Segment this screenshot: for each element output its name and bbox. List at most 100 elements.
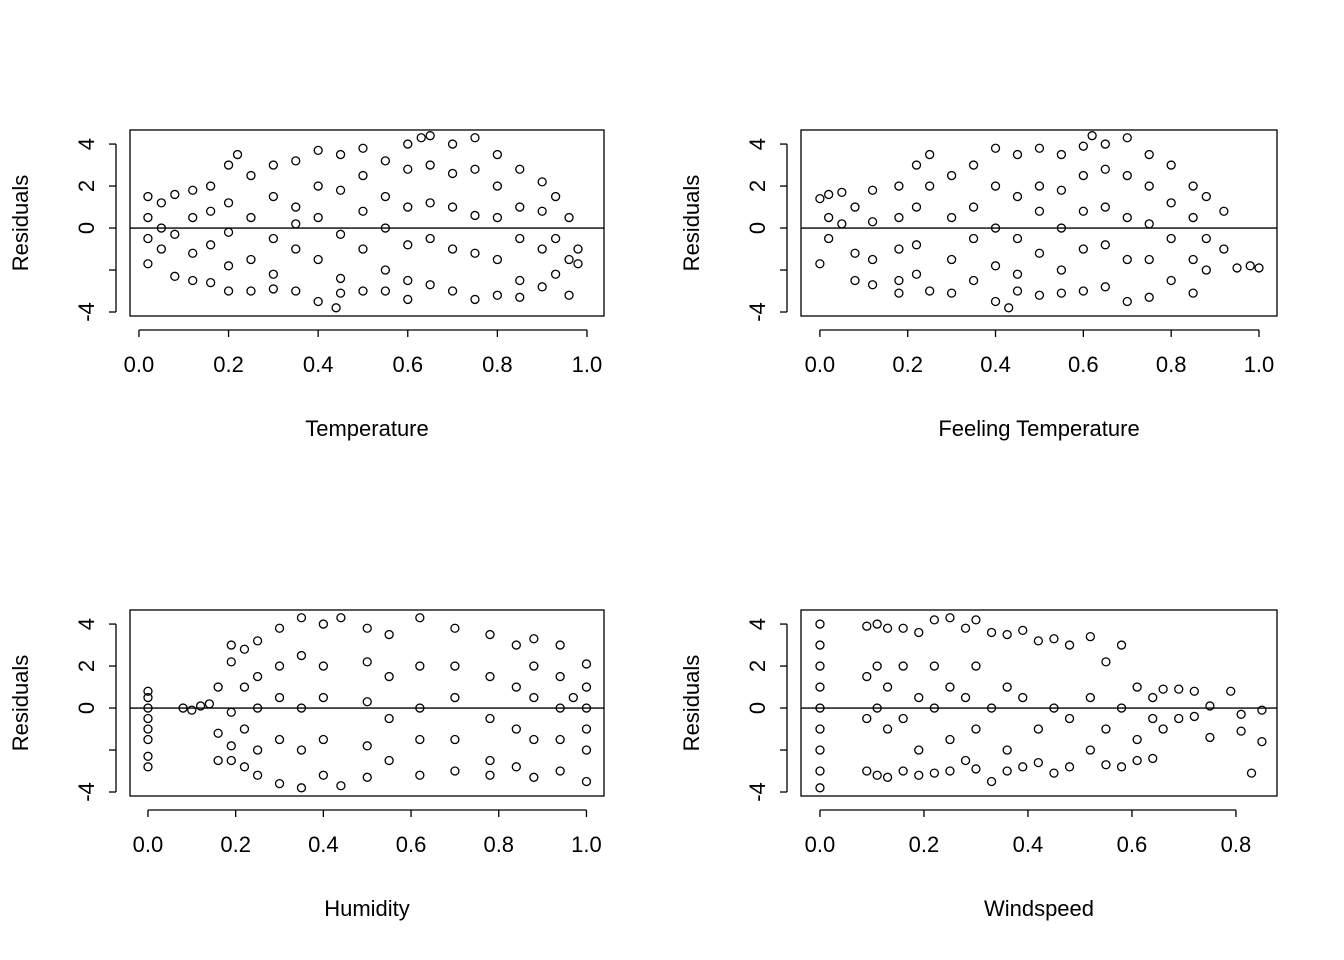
point <box>1174 684 1184 694</box>
point <box>226 741 236 751</box>
point <box>581 745 592 755</box>
panel: 0.0 0.2 0.4 0.6 0.8 1.0 -4 0 2 4 Humidity Residuals <box>8 609 605 921</box>
x-tick-label: 0.6 <box>1068 352 1099 377</box>
point <box>1245 261 1255 271</box>
point <box>170 229 180 239</box>
point <box>1078 244 1089 254</box>
point <box>555 671 565 682</box>
plot-box <box>800 129 1278 317</box>
point <box>223 286 234 296</box>
point <box>882 772 893 782</box>
x-tick-label: 0.0 <box>805 352 836 377</box>
point <box>1078 141 1089 151</box>
x-tick-label: 0.8 <box>483 832 514 857</box>
point <box>1148 692 1158 703</box>
point <box>894 275 904 286</box>
point <box>537 206 547 216</box>
point <box>929 768 940 778</box>
point <box>1246 768 1257 778</box>
y-tick-label: -4 <box>74 302 99 322</box>
point <box>318 692 329 703</box>
y-axis-label: Residuals <box>679 175 704 272</box>
point <box>274 778 285 789</box>
point <box>1078 170 1089 181</box>
point <box>550 233 561 244</box>
point <box>143 692 153 703</box>
point <box>291 244 301 254</box>
point <box>223 198 234 208</box>
point <box>485 770 495 780</box>
point <box>1002 629 1012 640</box>
point <box>529 634 539 644</box>
point <box>384 671 394 682</box>
point <box>815 724 825 734</box>
point <box>1002 745 1012 755</box>
point <box>336 613 346 623</box>
point <box>867 217 878 227</box>
point <box>362 772 372 782</box>
point <box>362 623 372 633</box>
point <box>492 290 503 300</box>
point <box>268 191 279 202</box>
point <box>1219 244 1229 254</box>
point <box>511 724 521 734</box>
point <box>274 734 285 745</box>
point <box>990 143 1001 153</box>
y-tick-label: 0 <box>74 702 99 714</box>
point <box>862 671 872 682</box>
point <box>1033 757 1044 768</box>
point <box>894 244 904 254</box>
point <box>914 745 924 755</box>
point <box>318 734 329 745</box>
point <box>239 724 250 734</box>
plot-area <box>801 131 1277 313</box>
point <box>252 636 263 646</box>
point <box>555 640 565 650</box>
point <box>188 185 198 195</box>
point <box>485 755 495 766</box>
point <box>1205 701 1215 711</box>
point <box>968 160 979 170</box>
point <box>213 728 223 738</box>
point <box>1101 657 1111 667</box>
point <box>380 286 391 296</box>
plot-area <box>130 613 604 793</box>
point <box>960 623 971 633</box>
point <box>815 661 825 671</box>
x-tick-label: 0.0 <box>133 832 164 857</box>
point <box>335 149 346 160</box>
point <box>1188 212 1198 223</box>
point <box>824 233 834 244</box>
point <box>213 755 223 766</box>
point <box>226 707 236 717</box>
point <box>226 640 236 650</box>
point <box>143 233 153 244</box>
point <box>470 248 480 258</box>
point <box>313 296 323 307</box>
point <box>1257 736 1267 747</box>
point <box>882 682 893 692</box>
point <box>223 160 234 170</box>
point <box>911 202 922 212</box>
point <box>143 212 153 223</box>
point <box>336 781 346 791</box>
point <box>862 621 872 631</box>
point <box>1100 282 1110 292</box>
point <box>555 766 565 776</box>
point <box>1148 713 1158 724</box>
point <box>815 619 825 629</box>
point <box>867 254 878 265</box>
point <box>1166 233 1176 244</box>
point <box>156 244 167 254</box>
point <box>882 623 893 633</box>
point <box>450 766 460 776</box>
point <box>156 198 167 208</box>
point <box>1188 254 1198 265</box>
point <box>1087 131 1097 141</box>
point <box>945 766 955 776</box>
point <box>925 286 935 296</box>
point <box>274 692 285 703</box>
point <box>529 692 539 703</box>
point <box>1201 191 1211 202</box>
point <box>1018 625 1028 636</box>
